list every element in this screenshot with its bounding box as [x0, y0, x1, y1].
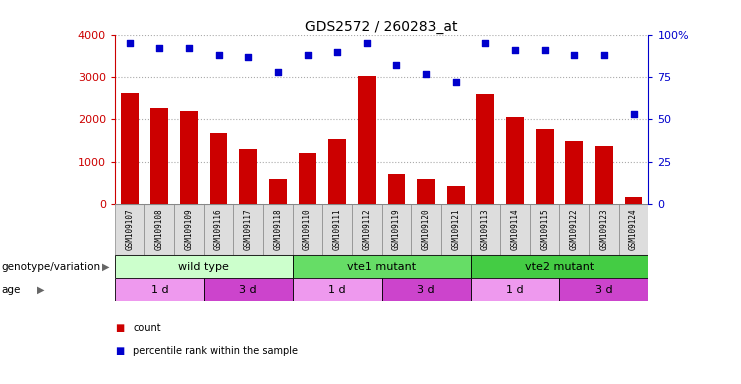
Text: ▶: ▶	[37, 285, 44, 295]
Bar	[441, 204, 471, 255]
Text: GSM109124: GSM109124	[629, 208, 638, 250]
Bar	[530, 204, 559, 255]
Bar	[471, 255, 648, 278]
Text: GSM109117: GSM109117	[244, 208, 253, 250]
Text: GSM109119: GSM109119	[392, 208, 401, 250]
Bar	[210, 133, 227, 204]
Bar	[293, 255, 471, 278]
Title: GDS2572 / 260283_at: GDS2572 / 260283_at	[305, 20, 458, 33]
Bar	[299, 153, 316, 204]
Bar	[565, 141, 583, 204]
Point	[391, 62, 402, 68]
Bar	[115, 278, 204, 301]
Bar	[269, 179, 287, 204]
Bar	[352, 204, 382, 255]
Bar	[115, 204, 144, 255]
Bar	[447, 186, 465, 204]
Text: GSM109113: GSM109113	[481, 208, 490, 250]
Text: 1 d: 1 d	[150, 285, 168, 295]
Bar	[144, 204, 174, 255]
Text: GSM109107: GSM109107	[125, 208, 134, 250]
Text: GSM109112: GSM109112	[362, 208, 371, 250]
Point	[628, 111, 639, 117]
Text: GSM109111: GSM109111	[333, 208, 342, 250]
Bar	[328, 139, 346, 204]
Text: GSM109114: GSM109114	[511, 208, 519, 250]
Point	[450, 79, 462, 85]
Point	[124, 40, 136, 46]
Text: 1 d: 1 d	[328, 285, 346, 295]
Text: GSM109110: GSM109110	[303, 208, 312, 250]
Bar	[625, 197, 642, 204]
Text: 3 d: 3 d	[417, 285, 435, 295]
Point	[509, 47, 521, 53]
Bar	[411, 204, 441, 255]
Point	[272, 69, 284, 75]
Point	[183, 45, 195, 51]
Bar	[382, 278, 471, 301]
Text: GSM109120: GSM109120	[422, 208, 431, 250]
Text: 3 d: 3 d	[239, 285, 257, 295]
Text: 1 d: 1 d	[506, 285, 524, 295]
Bar	[471, 204, 500, 255]
Bar	[417, 179, 435, 204]
Text: genotype/variation: genotype/variation	[1, 262, 101, 272]
Text: percentile rank within the sample: percentile rank within the sample	[133, 346, 299, 356]
Text: ■: ■	[115, 346, 124, 356]
Point	[361, 40, 373, 46]
Point	[213, 52, 225, 58]
Bar	[619, 204, 648, 255]
Text: vte2 mutant: vte2 mutant	[525, 262, 594, 272]
Text: wild type: wild type	[179, 262, 229, 272]
Bar	[382, 204, 411, 255]
Text: GSM109109: GSM109109	[185, 208, 193, 250]
Text: ▶: ▶	[102, 262, 110, 272]
Bar	[506, 117, 524, 204]
Text: age: age	[1, 285, 21, 295]
Bar	[121, 93, 139, 204]
Bar	[358, 76, 376, 204]
Bar	[559, 204, 589, 255]
Point	[153, 45, 165, 51]
Bar	[204, 278, 293, 301]
Point	[598, 52, 610, 58]
Bar	[150, 108, 168, 204]
Bar	[174, 204, 204, 255]
Bar	[115, 255, 293, 278]
Text: GSM109123: GSM109123	[599, 208, 608, 250]
Text: count: count	[133, 323, 161, 333]
Point	[539, 47, 551, 53]
Bar	[239, 149, 257, 204]
Text: GSM109121: GSM109121	[451, 208, 460, 250]
Bar	[322, 204, 352, 255]
Bar	[500, 204, 530, 255]
Bar	[471, 278, 559, 301]
Text: 3 d: 3 d	[595, 285, 613, 295]
Bar	[293, 278, 382, 301]
Bar	[180, 111, 198, 204]
Text: GSM109108: GSM109108	[155, 208, 164, 250]
Bar	[476, 94, 494, 204]
Bar	[233, 204, 263, 255]
Text: vte1 mutant: vte1 mutant	[347, 262, 416, 272]
Text: GSM109115: GSM109115	[540, 208, 549, 250]
Bar	[204, 204, 233, 255]
Bar	[589, 204, 619, 255]
Bar	[536, 129, 554, 204]
Point	[331, 48, 343, 55]
Bar	[388, 174, 405, 204]
Point	[302, 52, 313, 58]
Bar	[595, 146, 613, 204]
Bar	[293, 204, 322, 255]
Text: GSM109122: GSM109122	[570, 208, 579, 250]
Point	[242, 53, 254, 60]
Text: GSM109116: GSM109116	[214, 208, 223, 250]
Point	[568, 52, 580, 58]
Text: GSM109118: GSM109118	[273, 208, 282, 250]
Text: ■: ■	[115, 323, 124, 333]
Point	[479, 40, 491, 46]
Bar	[263, 204, 293, 255]
Point	[420, 70, 432, 76]
Bar	[559, 278, 648, 301]
